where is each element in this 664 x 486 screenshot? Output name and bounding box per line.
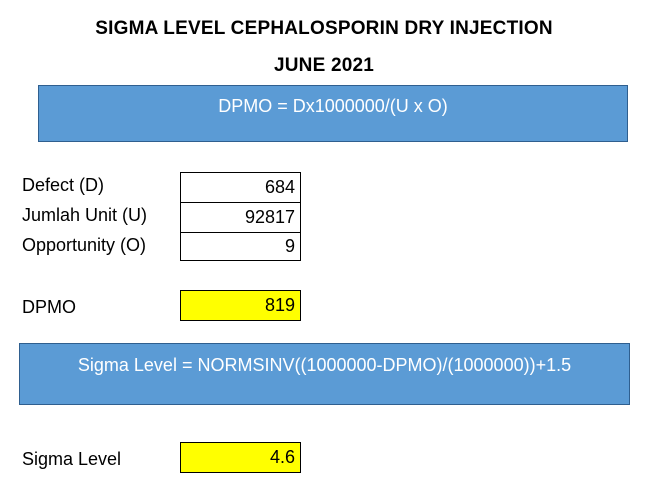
opportunity-value-cell[interactable]: 9 xyxy=(180,232,301,261)
sigma-level-value-cell[interactable]: 4.6 xyxy=(180,442,301,473)
unit-count-label: Jumlah Unit (U) xyxy=(22,205,148,225)
page-title: SIGMA LEVEL CEPHALOSPORIN DRY INJECTION xyxy=(95,18,553,39)
sigma-level-label: Sigma Level xyxy=(22,449,122,469)
page-subtitle: JUNE 2021 xyxy=(273,55,375,76)
dpmo-label: DPMO xyxy=(22,297,76,317)
unit-count-value-cell[interactable]: 92817 xyxy=(180,202,301,233)
defect-value-cell[interactable]: 684 xyxy=(180,172,301,203)
sigma-formula-box: Sigma Level = NORMSINV((1000000-DPMO)/(1… xyxy=(19,343,630,405)
dpmo-value-cell[interactable]: 819 xyxy=(180,290,301,321)
defect-label: Defect (D) xyxy=(22,175,105,195)
opportunity-label: Opportunity (O) xyxy=(22,235,147,255)
dpmo-formula-box: DPMO = Dx1000000/(U x O) xyxy=(38,85,628,142)
